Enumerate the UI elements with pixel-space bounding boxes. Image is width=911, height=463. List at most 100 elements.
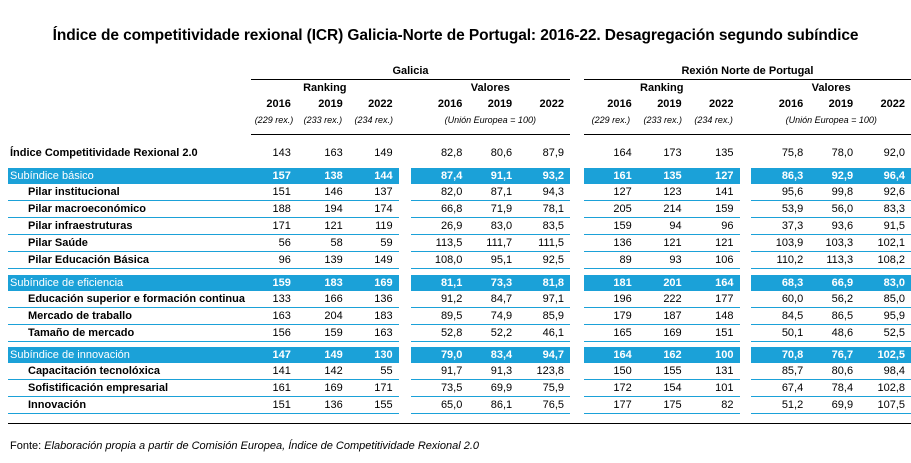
cell-value: 131 (687, 363, 740, 380)
col-gap (399, 112, 411, 128)
col-gap (740, 96, 752, 112)
cell-value: 169 (637, 324, 688, 342)
cell-value: 101 (687, 379, 740, 397)
cell-value: 69,9 (468, 379, 519, 397)
col-gap (399, 347, 411, 363)
col-gap (740, 307, 752, 324)
cell-value: 123,8 (518, 363, 571, 380)
cell-value: 121 (296, 217, 349, 235)
cell-value: 80,6 (809, 363, 860, 380)
cell-value: 149 (348, 251, 399, 269)
cell-value: 56 (250, 234, 297, 252)
year-galicia-valores-2022: 2022 (539, 98, 565, 110)
cell-value: 147 (250, 347, 297, 363)
cell-value: 169 (348, 274, 399, 291)
col-gap (740, 218, 752, 235)
col-gap (570, 218, 584, 235)
header-norte: Rexión Norte de Portugal (583, 63, 911, 80)
cell-value: 46,1 (518, 324, 571, 342)
cell-value: 96 (687, 217, 740, 235)
rex-note-galicia-ranking: (233 rex.) (303, 115, 343, 125)
cell-value: 99,8 (809, 184, 860, 201)
col-gap (399, 380, 411, 397)
row-label: Mercado de traballo (8, 307, 251, 325)
col-gap (570, 380, 584, 397)
cell-value: 177 (687, 290, 740, 308)
cell-value: 204 (296, 307, 349, 325)
cell-value: 175 (637, 396, 688, 414)
year-norte-valores-2019: 2019 (828, 98, 854, 110)
cell-value: 91,5 (859, 217, 911, 235)
col-gap (399, 397, 411, 414)
row-label: Subíndice básico (8, 168, 251, 184)
rex-note-galicia-ranking: (234 rex.) (354, 115, 393, 125)
cell-value: 52,8 (410, 324, 469, 342)
col-gap (570, 363, 584, 380)
cell-value: 201 (637, 274, 688, 291)
item-row: Pilar Saúde 56 58 59 113,5 111,7 111,5 136 121 12… (8, 234, 911, 252)
cell-value: 136 (583, 234, 638, 252)
cell-value: 73,3 (468, 274, 519, 291)
cell-value: 111,7 (468, 234, 519, 252)
row-label: Subíndice de innovación (8, 347, 251, 363)
cell-value: 183 (296, 274, 349, 291)
col-gap (570, 397, 584, 414)
cell-value: 53,9 (751, 200, 810, 218)
source-text: Elaboración propia a partir de Comisión … (44, 440, 480, 452)
col-gap (570, 347, 584, 363)
cell-value: 92,6 (859, 184, 911, 201)
cell-value: 187 (637, 307, 688, 325)
row-label: Pilar infraestruturas (8, 217, 251, 235)
cell-value: 93 (637, 251, 688, 269)
cell-value: 142 (296, 363, 349, 380)
cell-value: 205 (583, 200, 638, 218)
competitiveness-table: Galicia Rexión Norte de Portugal Ranking… (8, 63, 911, 424)
cell-value: 136 (348, 290, 399, 308)
cell-value: 78,0 (831, 147, 854, 159)
cell-value: 161 (583, 168, 638, 184)
cell-value: 155 (348, 396, 399, 414)
cell-value: 111,5 (518, 234, 571, 252)
col-gap (570, 324, 584, 341)
cell-value: 93,2 (518, 168, 571, 184)
rex-note-norte-ranking: (234 rex.) (694, 115, 733, 125)
cell-value: 56,0 (809, 200, 860, 218)
cell-value: 91,7 (410, 363, 469, 380)
cell-value: 76,7 (809, 347, 860, 363)
cell-value: 58 (296, 234, 349, 252)
cell-value: 173 (663, 147, 682, 159)
cell-value: 106 (687, 251, 740, 269)
cell-value: 127 (583, 184, 638, 201)
section-row: Subíndice de innovación 147 149 130 79,0 83,4… (8, 347, 911, 363)
cell-value: 164 (613, 147, 632, 159)
table-title: Índice de competitividade rexional (ICR)… (52, 27, 859, 44)
cell-value: 92,5 (518, 251, 571, 269)
year-galicia-ranking-2016: 2016 (266, 98, 291, 110)
ue-note-galicia-valores: (Unión Europea = 100) (444, 115, 536, 125)
rex-note-norte-ranking: (233 rex.) (643, 115, 682, 125)
col-gap (399, 291, 411, 308)
cell-value: 222 (637, 290, 688, 308)
cell-value: 138 (296, 168, 349, 184)
col-gap (740, 112, 752, 128)
row-label: Pilar Saúde (8, 234, 251, 252)
row-label: Subíndice de eficiencia (8, 274, 251, 291)
source-prefix: Fonte: (10, 440, 45, 452)
row-label: Pilar macroeconómico (8, 200, 251, 218)
col-gap (740, 363, 752, 380)
cell-value: 82,8 (440, 147, 463, 159)
cell-value: 51,2 (751, 396, 810, 414)
cell-value: 119 (348, 217, 399, 235)
item-row: Pilar macroeconómico 188 194 174 66,8 71,9 78,… (8, 200, 911, 218)
cell-value: 93,6 (809, 217, 860, 235)
col-gap (570, 96, 584, 112)
cell-value: 108,2 (859, 251, 911, 269)
item-row: Sofistificación empresarial 161 169 171 73,5… (8, 379, 911, 397)
cell-value: 194 (296, 200, 349, 218)
cell-value: 96 (250, 251, 297, 269)
source-footer: Fonte: Elaboración propia a partir de Co… (10, 440, 479, 452)
cell-value: 98,4 (859, 363, 911, 380)
cell-value: 103,3 (809, 234, 860, 252)
cell-value: 135 (637, 168, 688, 184)
header-ranking-galicia: Ranking (303, 82, 347, 94)
